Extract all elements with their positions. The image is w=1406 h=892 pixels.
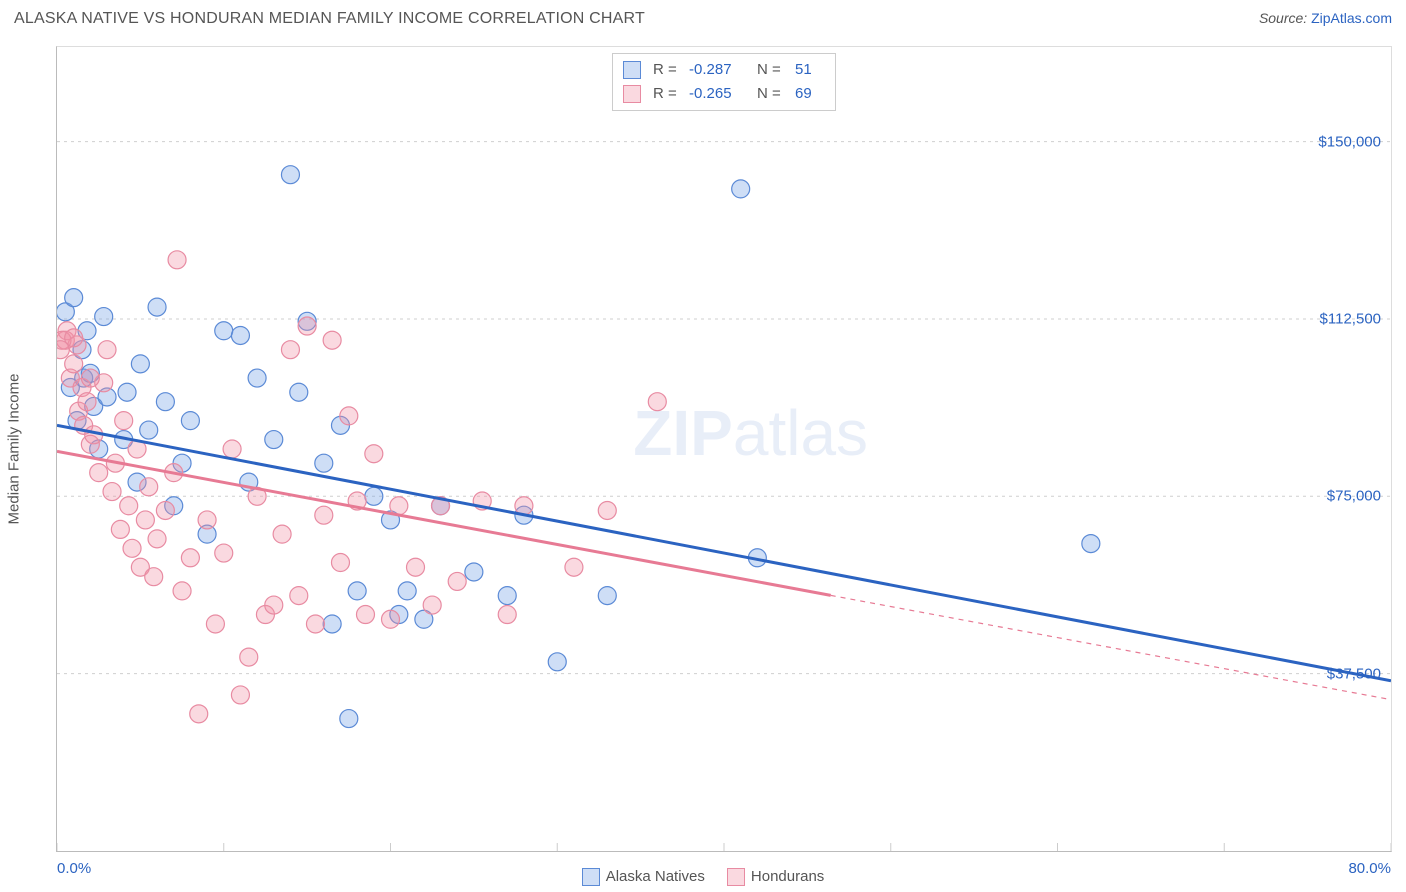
n-value: 51 xyxy=(795,58,825,82)
plot-area: Median Family Income ZIPatlas R =-0.287N… xyxy=(14,46,1392,852)
chart-title: ALASKA NATIVE VS HONDURAN MEDIAN FAMILY … xyxy=(14,10,645,28)
stats-legend: R =-0.287N =51R =-0.265N =69 xyxy=(612,53,836,111)
y-tick-label: $150,000 xyxy=(1318,133,1381,150)
source-link[interactable]: ZipAtlas.com xyxy=(1311,10,1392,26)
r-label: R = xyxy=(653,58,683,82)
source: Source: ZipAtlas.com xyxy=(1259,10,1392,26)
stat-swatch xyxy=(623,61,641,79)
chart-svg xyxy=(57,47,1391,851)
legend-item: Hondurans xyxy=(727,868,824,886)
stat-swatch xyxy=(623,85,641,103)
header: ALASKA NATIVE VS HONDURAN MEDIAN FAMILY … xyxy=(14,10,1392,40)
legend-label: Alaska Natives xyxy=(606,868,705,885)
n-value: 69 xyxy=(795,82,825,106)
y-axis-label: Median Family Income xyxy=(6,374,23,525)
legend-label: Hondurans xyxy=(751,868,824,885)
stat-legend-row: R =-0.287N =51 xyxy=(623,58,825,82)
r-value: -0.265 xyxy=(689,82,751,106)
stat-legend-row: R =-0.265N =69 xyxy=(623,82,825,106)
legend-item: Alaska Natives xyxy=(582,868,705,886)
r-label: R = xyxy=(653,82,683,106)
n-label: N = xyxy=(757,58,789,82)
plot-box: ZIPatlas R =-0.287N =51R =-0.265N =69 $3… xyxy=(56,46,1392,852)
legend-swatch xyxy=(582,868,600,886)
chart-container: ALASKA NATIVE VS HONDURAN MEDIAN FAMILY … xyxy=(0,0,1406,892)
y-tick-label: $75,000 xyxy=(1327,488,1381,505)
y-tick-label: $112,500 xyxy=(1320,310,1381,327)
series-legend: Alaska Natives Hondurans xyxy=(0,868,1406,886)
r-value: -0.287 xyxy=(689,58,751,82)
legend-swatch xyxy=(727,868,745,886)
n-label: N = xyxy=(757,82,789,106)
y-tick-label: $37,500 xyxy=(1327,665,1381,682)
source-label: Source: xyxy=(1259,10,1311,26)
